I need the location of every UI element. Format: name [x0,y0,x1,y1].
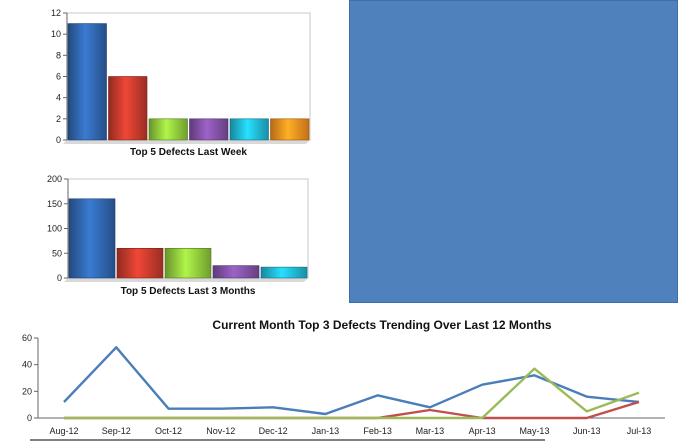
y-tick-label: 60 [22,333,32,343]
y-tick-label: 6 [56,72,61,82]
x-tick-label: Mar-13 [416,426,445,436]
bar [212,265,260,279]
blank-panel [349,0,678,303]
x-tick-label: Jun-13 [573,426,601,436]
y-tick-label: 0 [56,135,61,145]
y-tick-label: 20 [22,386,32,396]
x-tick-label: May-13 [519,426,549,436]
bar [229,118,269,141]
y-tick-label: 12 [51,8,61,18]
floor [64,278,308,282]
y-tick-label: 100 [47,224,62,234]
y-tick-label: 50 [52,248,62,258]
x-tick-label: Oct-12 [155,426,182,436]
x-tick-label: Aug-12 [49,426,78,436]
bar [270,118,310,141]
top-defects-last-3-months-chart: 0 50 100 150 200 Top 5 Defects Last 3 Months [47,174,309,297]
bar [116,248,164,279]
floor [63,140,310,144]
bar [164,248,212,279]
x-tick-label: Jan-13 [312,426,340,436]
x-tick-label: Dec-12 [259,426,288,436]
y-tick-label: 40 [22,360,32,370]
bar [148,118,188,141]
bar [260,266,308,279]
x-tick-label: Apr-13 [469,426,496,436]
y-tick-label: 4 [56,93,61,103]
y-tick-label: 200 [47,174,62,184]
x-tick-label: Jul-13 [627,426,652,436]
y-tick-label: 2 [56,114,61,124]
bar [108,76,148,141]
y-tick-label: 8 [56,50,61,60]
chart-title: Top 5 Defects Last Week [130,147,247,158]
x-tick-label: Feb-13 [363,426,392,436]
x-tick-label: Sep-12 [102,426,131,436]
series-line [63,346,640,416]
chart-title: Top 5 Defects Last 3 Months [121,286,256,297]
y-tick-label: 0 [27,413,32,423]
bar [67,23,107,141]
top-defects-last-week-chart: 0 2 4 6 8 10 12 Top 5 Defects Last Week [51,8,311,158]
bar [68,198,116,279]
x-tick-label: Nov-12 [206,426,235,436]
y-tick-label: 10 [51,29,61,39]
bar [189,118,229,141]
y-tick-label: 0 [57,273,62,283]
chart-title: Current Month Top 3 Defects Trending Ove… [212,318,551,332]
series-line [64,367,640,420]
y-tick-label: 150 [47,199,62,209]
defects-trend-chart: Current Month Top 3 Defects Trending Ove… [22,318,665,441]
